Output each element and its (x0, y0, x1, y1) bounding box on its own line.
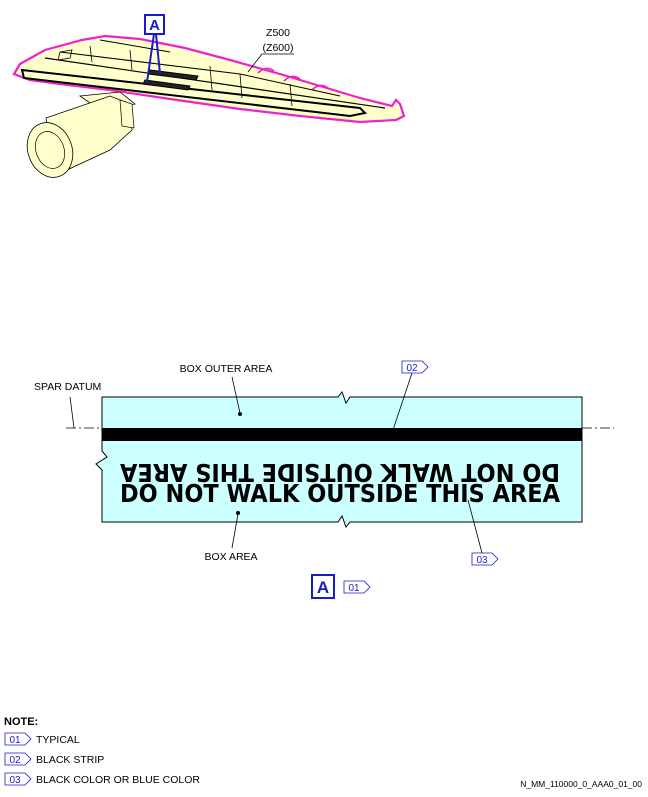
svg-text:03: 03 (9, 775, 21, 786)
black-strip (102, 428, 582, 441)
figure-id: N_MM_110000_0_AAA0_01_00 (520, 779, 642, 789)
box-area-label: BOX AREA (204, 551, 257, 563)
svg-text:01: 01 (9, 735, 21, 746)
box-outer-area-label: BOX OUTER AREA (180, 363, 273, 375)
view-ref-tag: 01 (343, 580, 371, 594)
svg-text:02: 02 (9, 755, 21, 766)
detail-a-callout[interactable]: A (144, 14, 165, 83)
svg-text:03: 03 (476, 555, 488, 566)
note-item: 02 BLACK STRIP (4, 752, 104, 766)
zone-label: Z500 (266, 27, 290, 39)
wing-illustration (12, 34, 406, 178)
svg-text:A: A (317, 578, 329, 597)
note-title: NOTE: (4, 716, 38, 728)
zone-sublabel: (Z600) (263, 42, 294, 54)
sign-text: DO NOT WALK OUTSIDE THIS AREA (120, 479, 561, 508)
svg-text:01: 01 (348, 583, 360, 594)
zone-outline (12, 34, 406, 124)
svg-text:BLACK COLOR OR BLUE COLOR: BLACK COLOR OR BLUE COLOR (36, 774, 200, 786)
zone-leader (247, 53, 294, 73)
svg-text:A: A (149, 17, 160, 34)
view-a-label: A (311, 574, 335, 599)
svg-text:TYPICAL: TYPICAL (36, 734, 80, 746)
text-ref-tag: 03 (467, 499, 499, 566)
spar-datum-label: SPAR DATUM (34, 381, 101, 393)
svg-text:BLACK STRIP: BLACK STRIP (36, 754, 104, 766)
note-item: 01 TYPICAL (4, 732, 80, 746)
sign-text-mirrored: DO NOT WALK OUTSIDE THIS AREA (119, 458, 560, 487)
strip-ref-tag: 02 (392, 360, 429, 431)
note-item: 03 BLACK COLOR OR BLUE COLOR (4, 772, 200, 786)
walkway-box (95, 390, 583, 529)
svg-text:02: 02 (406, 363, 418, 374)
